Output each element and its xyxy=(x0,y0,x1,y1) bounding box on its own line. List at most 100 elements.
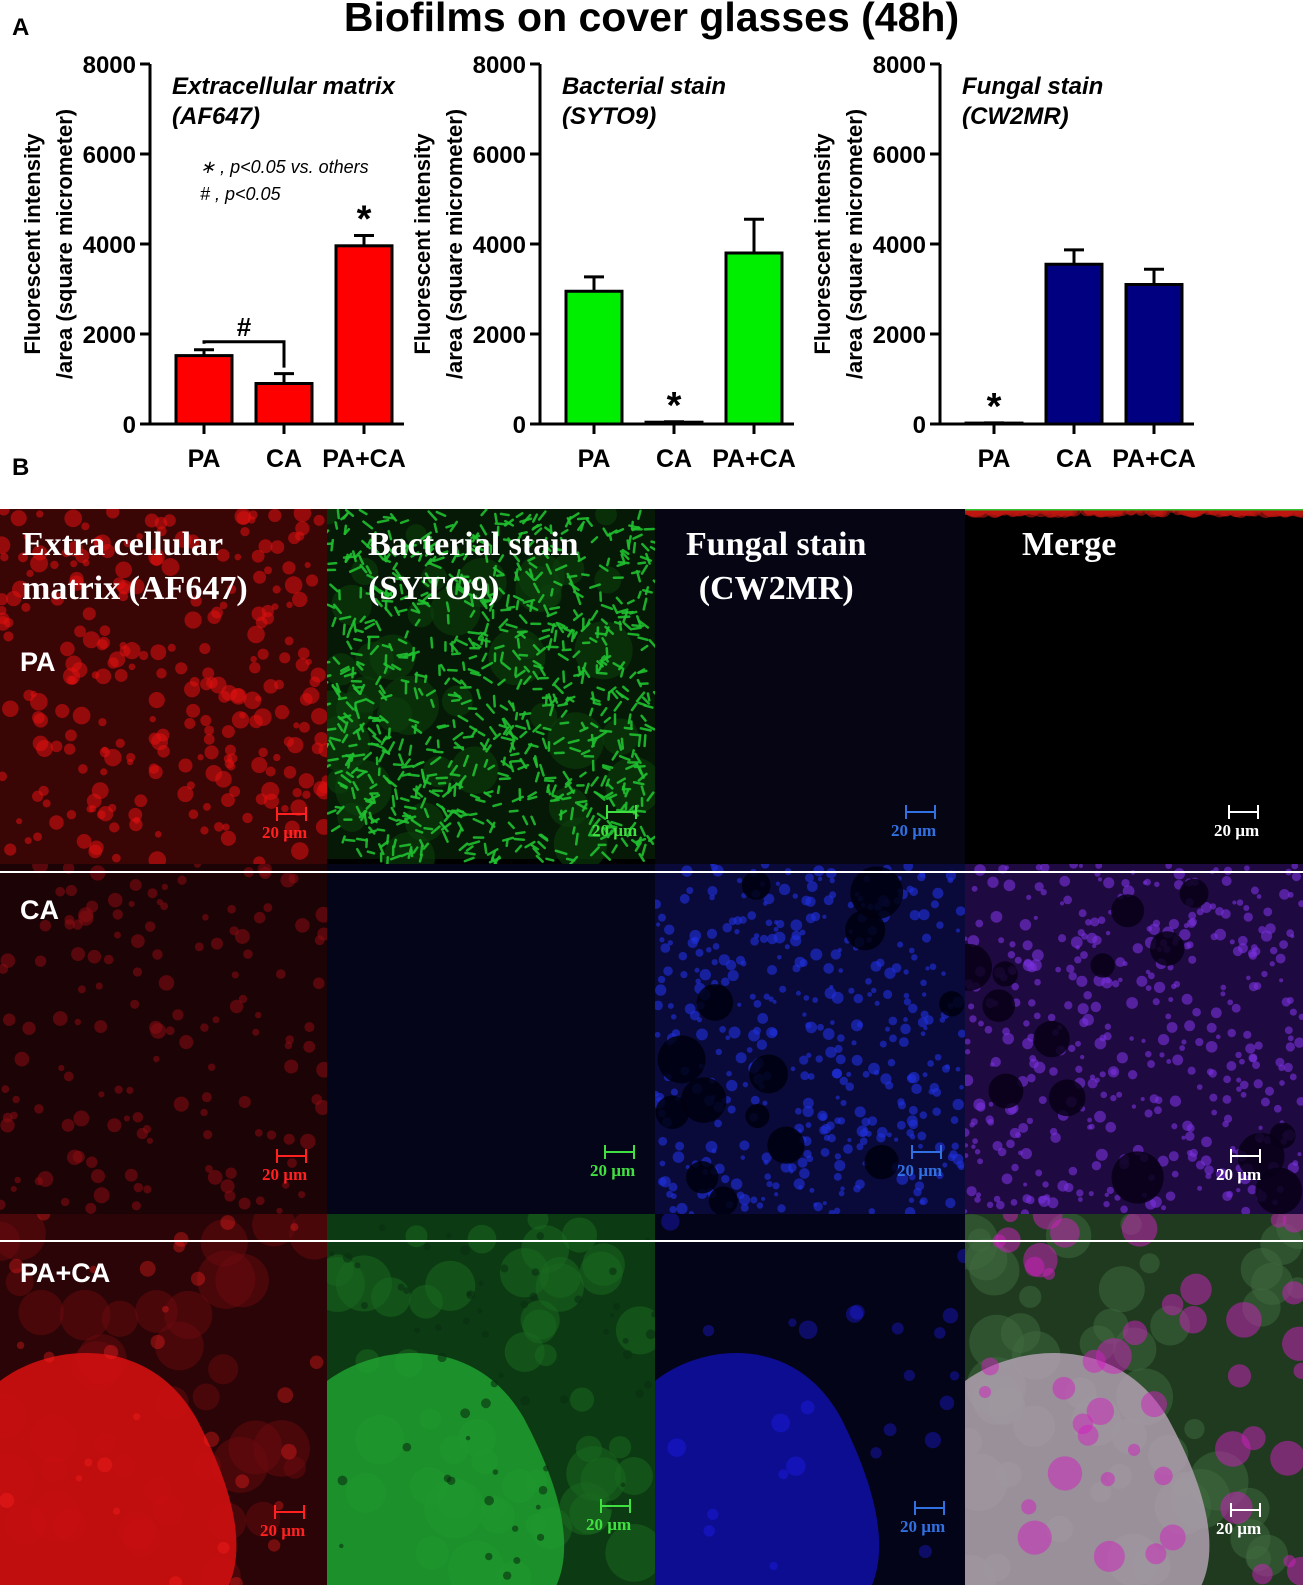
x-tick-label: CA xyxy=(656,445,692,473)
y-tick-label: 0 xyxy=(513,412,526,439)
x-tick-label: CA xyxy=(266,445,302,473)
micrograph-pa-ca-matrix xyxy=(0,1214,327,1585)
bar-charts: 0 2000 4000 6000 8000 Fluorescent intensity/a… xyxy=(20,52,1196,473)
bar xyxy=(254,382,314,426)
chart-title: (CW2MR) xyxy=(962,103,1069,130)
chart-title: Extracellular matrix xyxy=(172,73,396,100)
scale-bar-cap xyxy=(914,1501,916,1515)
x-tick-label: PA xyxy=(978,445,1011,473)
scale-bar-cap xyxy=(1228,805,1230,819)
significance-star: * xyxy=(987,386,1002,428)
scale-bar-label: 20 µm xyxy=(262,1165,308,1184)
x-tick-label: PA xyxy=(578,445,611,473)
x-tick-label: CA xyxy=(1056,445,1092,473)
y-axis-label: Fluorescent intensity xyxy=(810,133,835,355)
row-label: PA xyxy=(20,647,56,677)
scale-bar-label: 20 µm xyxy=(1214,821,1260,840)
scale-bar: 20 µm xyxy=(900,1501,980,1541)
scale-bar: 20 µm xyxy=(586,1499,666,1539)
scale-bar-line xyxy=(1230,1509,1260,1511)
x-tick-label: PA xyxy=(188,445,221,473)
y-axis-label: /area (square micrometer) xyxy=(842,109,867,379)
y-tick-label: 8000 xyxy=(473,52,526,79)
scale-bar: 20 µm xyxy=(1214,805,1294,845)
y-tick-label: 4000 xyxy=(873,232,926,259)
column-header: Fungal stain (CW2MR) xyxy=(686,526,867,607)
micrograph-pa-ca-fungi xyxy=(655,1214,965,1585)
bar xyxy=(334,244,394,426)
scale-bar-cap xyxy=(276,807,278,821)
scale-bar-line xyxy=(905,811,935,813)
y-tick-label: 4000 xyxy=(83,232,136,259)
scale-bar-cap xyxy=(1257,805,1259,819)
micrograph-pa-fungi xyxy=(655,509,965,864)
scale-bar-label: 20 µm xyxy=(592,821,638,840)
y-axis-label: /area (square micrometer) xyxy=(442,109,467,379)
scale-bar: 20 µm xyxy=(590,1145,670,1185)
scale-bar-cap xyxy=(1259,1503,1261,1517)
scale-bar-cap xyxy=(600,1499,602,1513)
scale-bar-cap xyxy=(305,807,307,821)
scale-bar-label: 20 µm xyxy=(586,1515,632,1534)
scale-bar-label: 20 µm xyxy=(900,1517,946,1536)
bar xyxy=(1044,262,1104,426)
scale-bar-label: 20 µm xyxy=(1216,1165,1262,1184)
figure-title: Biofilms on cover glasses (48h) xyxy=(343,0,960,40)
scale-bar-cap xyxy=(940,1145,942,1159)
scale-bar-cap xyxy=(303,1505,305,1519)
scale-bar: 20 µm xyxy=(1216,1149,1296,1189)
scale-bar-label: 20 µm xyxy=(891,821,937,840)
scale-bar-line xyxy=(274,1511,304,1513)
micrograph-pa-bacteria xyxy=(327,509,655,864)
scale-bar-cap xyxy=(629,1499,631,1513)
scale-bar-line xyxy=(911,1151,941,1153)
x-tick-label: PA+CA xyxy=(1112,445,1196,473)
significance-hash: # xyxy=(237,312,252,342)
column-header: Merge xyxy=(1022,526,1117,563)
scale-bar-line xyxy=(276,1155,306,1157)
bar xyxy=(174,354,234,426)
scale-bar: 20 µm xyxy=(1216,1503,1296,1543)
scale-bar-line xyxy=(1228,811,1258,813)
significance-bracket xyxy=(202,340,286,368)
y-tick-label: 0 xyxy=(913,412,926,439)
micrograph-pa-merge xyxy=(965,509,1303,864)
y-tick-label: 8000 xyxy=(83,52,136,79)
scale-bar-line xyxy=(606,811,636,813)
micrograph-grid: Extra cellular matrix (AF647) Bacterial s… xyxy=(0,509,1303,1585)
scale-bar-cap xyxy=(934,805,936,819)
scale-bar-cap xyxy=(604,1145,606,1159)
y-axis-label: /area (square micrometer) xyxy=(52,109,77,379)
scale-bar-line xyxy=(1230,1155,1260,1157)
column-header: Extra cellular matrix (AF647) xyxy=(22,526,248,607)
micrograph-pa-matrix xyxy=(0,509,327,864)
y-axis-label: Fluorescent intensity xyxy=(20,133,45,355)
micrograph-ca-fungi xyxy=(655,864,965,1214)
scale-bar: 20 µm xyxy=(262,807,342,847)
chart-title: Bacterial stain xyxy=(562,73,726,100)
scale-bar-cap xyxy=(911,1145,913,1159)
scale-bar-cap xyxy=(1230,1503,1232,1517)
y-tick-label: 8000 xyxy=(873,52,926,79)
y-tick-label: 6000 xyxy=(873,142,926,169)
row-divider xyxy=(0,1240,1303,1242)
significance-star: * xyxy=(667,385,682,427)
scale-bar-cap xyxy=(905,805,907,819)
legend-note: ∗ , p<0.05 vs. others xyxy=(200,157,369,177)
y-tick-label: 2000 xyxy=(83,322,136,349)
scale-bar-cap xyxy=(606,805,608,819)
micrograph-pa-ca-merge xyxy=(965,1214,1303,1585)
micrograph-pa-ca-bacteria xyxy=(327,1214,655,1585)
chart-title: (AF647) xyxy=(172,103,260,130)
bar xyxy=(724,251,784,426)
scale-bar: 20 µm xyxy=(897,1145,977,1185)
column-header: Bacterial stain (SYTO9) xyxy=(368,526,579,607)
chart-title: (SYTO9) xyxy=(562,103,656,130)
y-tick-label: 2000 xyxy=(473,322,526,349)
scale-bar-line xyxy=(604,1151,634,1153)
y-tick-label: 4000 xyxy=(473,232,526,259)
scale-bar-line xyxy=(600,1505,630,1507)
scale-bar-cap xyxy=(276,1149,278,1163)
scale-bar-cap xyxy=(305,1149,307,1163)
scale-bar-label: 20 µm xyxy=(1216,1519,1262,1538)
